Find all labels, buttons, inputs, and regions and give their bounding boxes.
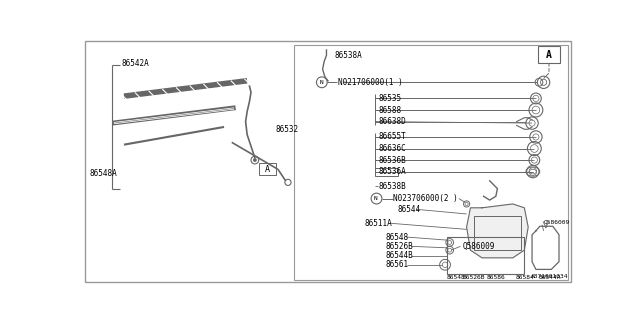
Text: 86548: 86548 [386, 233, 409, 242]
Text: Q586009: Q586009 [463, 242, 495, 251]
Text: 86586: 86586 [486, 275, 505, 280]
Text: 86588: 86588 [378, 106, 401, 115]
Text: 86536B: 86536B [378, 156, 406, 164]
Bar [538, 46, 560, 63]
Text: 86511A: 86511A [365, 219, 393, 228]
Text: N: N [374, 196, 378, 201]
Text: N: N [319, 80, 323, 85]
Text: N021706000(1 ): N021706000(1 ) [338, 78, 403, 87]
Text: 86544A: 86544A [538, 275, 561, 280]
Text: A871001034: A871001034 [531, 274, 568, 279]
Bar [474, 215, 520, 250]
Text: 86526B: 86526B [386, 242, 413, 251]
Text: 86532: 86532 [276, 125, 299, 134]
Text: 86542A: 86542A [122, 59, 149, 68]
Text: 86636C: 86636C [378, 144, 406, 153]
Polygon shape [467, 204, 528, 258]
Bar [294, 44, 568, 280]
Text: Q586009: Q586009 [543, 219, 570, 224]
Text: 86561: 86561 [386, 260, 409, 269]
Text: 86526B: 86526B [463, 275, 486, 280]
Text: N023706000(2 ): N023706000(2 ) [393, 194, 458, 203]
Text: 86544: 86544 [397, 205, 420, 214]
Text: 86535: 86535 [378, 94, 401, 103]
Text: 86536A: 86536A [378, 167, 406, 176]
Text: 86584: 86584 [516, 275, 534, 280]
Text: A: A [546, 50, 552, 60]
Text: 86538B: 86538B [378, 182, 406, 191]
Circle shape [253, 158, 257, 162]
Bar [259, 163, 276, 175]
Bar [375, 168, 398, 176]
Text: 86638D: 86638D [378, 117, 406, 126]
Text: 86548A: 86548A [90, 169, 117, 178]
Text: A: A [265, 165, 269, 174]
Text: 86655T: 86655T [378, 132, 406, 141]
Text: 86548: 86548 [447, 275, 465, 280]
Text: 86538A: 86538A [334, 51, 362, 60]
Bar [447, 237, 524, 274]
Text: 86544B: 86544B [386, 251, 413, 260]
